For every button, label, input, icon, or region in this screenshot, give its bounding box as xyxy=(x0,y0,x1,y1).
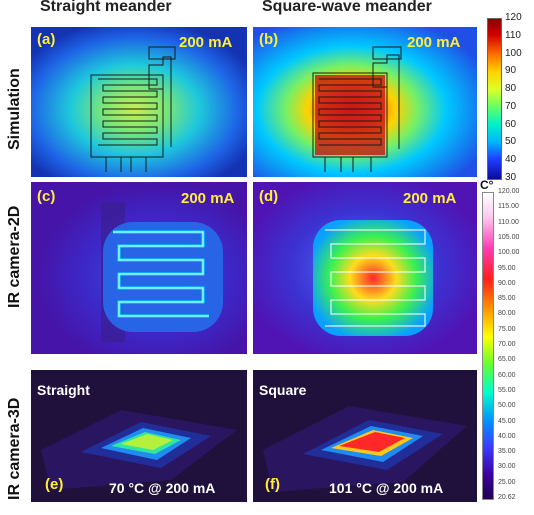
panel-d-label: (d) xyxy=(259,188,279,205)
colorbar-ir-tick: 45.00 xyxy=(498,417,516,425)
colorbar-simulation-tick: 80 xyxy=(505,83,517,95)
colorbar-simulation-tick: 90 xyxy=(505,65,517,77)
panel-b-simulation-square: (b) 200 mA xyxy=(253,27,477,177)
colorbar-ir-tick: 120.00 xyxy=(498,188,520,195)
colorbar-simulation-tick: 50 xyxy=(505,136,517,148)
heatmap-e xyxy=(31,370,247,502)
row-title-ir-2d: IR camera-2D xyxy=(6,205,23,308)
colorbar-ir-tick: 65.00 xyxy=(498,356,516,364)
colorbar-ir-tick: 115.00 xyxy=(498,203,519,211)
column-title-square: Square-wave meander xyxy=(262,0,432,15)
colorbar-ir-tick: 75.00 xyxy=(498,325,516,333)
colorbar-ir: C° 120.00 115.00 110.00 105.00 100.00 95.00 90… xyxy=(478,178,534,505)
colorbar-simulation-tick: 60 xyxy=(505,118,517,130)
panel-e-name: Straight xyxy=(37,382,90,398)
panel-e-label: (e) xyxy=(45,476,64,493)
panel-c-ir2d-straight: (c) 200 mA xyxy=(31,182,247,354)
colorbar-simulation-tick: 40 xyxy=(505,154,517,166)
panel-d-current: 200 mA xyxy=(403,190,457,207)
colorbar-ir-tick: 50.00 xyxy=(498,402,516,410)
row-title-simulation: Simulation xyxy=(6,68,23,150)
colorbar-ir-tick: 95.00 xyxy=(498,264,516,272)
panel-a-current: 200 mA xyxy=(179,34,233,51)
heatmap-c xyxy=(31,182,247,354)
colorbar-ir-tick: 35.00 xyxy=(498,448,516,456)
heatmap-b xyxy=(253,27,477,177)
colorbar-ir-tick: 85.00 xyxy=(498,295,516,303)
panel-b-current: 200 mA xyxy=(407,34,461,51)
colorbar-simulation-tick: 70 xyxy=(505,100,517,112)
colorbar-ir-tick: 60.00 xyxy=(498,371,516,379)
heatmap-d xyxy=(253,182,477,354)
colorbar-ir-tick: 110.00 xyxy=(498,218,519,226)
panel-b-label: (b) xyxy=(259,31,279,48)
colorbar-ir-tick: 55.00 xyxy=(498,386,516,394)
colorbar-simulation-tick: 100 xyxy=(505,47,522,59)
panel-c-label: (c) xyxy=(37,188,56,205)
panel-f-name: Square xyxy=(259,382,307,398)
colorbar-ir-tick: 20.62 xyxy=(498,494,516,501)
panel-d-ir2d-square: (d) 200 mA xyxy=(253,182,477,354)
colorbar-ir-tick: 80.00 xyxy=(498,310,516,318)
panel-a-simulation-straight: (a) 200 mA xyxy=(31,27,247,177)
colorbar-simulation-tick: 120 xyxy=(505,12,522,23)
heatmap-f xyxy=(253,370,477,502)
colorbar-ir-gradient xyxy=(482,192,494,500)
panel-a-label: (a) xyxy=(37,31,56,48)
panel-e-ir3d-straight: Straight (e) 70 °C @ 200 mA xyxy=(31,370,247,502)
colorbar-simulation-tick: 30 xyxy=(505,172,517,183)
colorbar-ir-tick: 70.00 xyxy=(498,341,516,348)
colorbar-simulation: 120 110 100 90 80 70 60 50 40 30 xyxy=(480,10,534,183)
colorbar-ir-tick: 105.00 xyxy=(498,233,520,241)
colorbar-simulation-gradient xyxy=(487,18,502,180)
colorbar-ir-unit: C° xyxy=(480,178,494,192)
column-title-straight: Straight meander xyxy=(40,0,172,15)
colorbar-ir-tick: 100.00 xyxy=(498,249,520,257)
panel-f-ir3d-square: Square (f) 101 °C @ 200 mA xyxy=(253,370,477,502)
panel-c-current: 200 mA xyxy=(181,190,235,207)
panel-f-reading: 101 °C @ 200 mA xyxy=(329,480,444,496)
colorbar-ir-tick: 90.00 xyxy=(498,279,516,287)
colorbar-ir-tick: 30.00 xyxy=(498,463,516,471)
colorbar-ir-tick: 40.00 xyxy=(498,432,516,440)
colorbar-simulation-tick: 110 xyxy=(505,29,521,41)
panel-e-reading: 70 °C @ 200 mA xyxy=(109,480,216,496)
colorbar-ir-tick: 25.00 xyxy=(498,478,516,486)
panel-f-label: (f) xyxy=(265,476,280,493)
heatmap-a xyxy=(31,27,247,177)
row-title-ir-3d: IR camera-3D xyxy=(6,397,23,500)
